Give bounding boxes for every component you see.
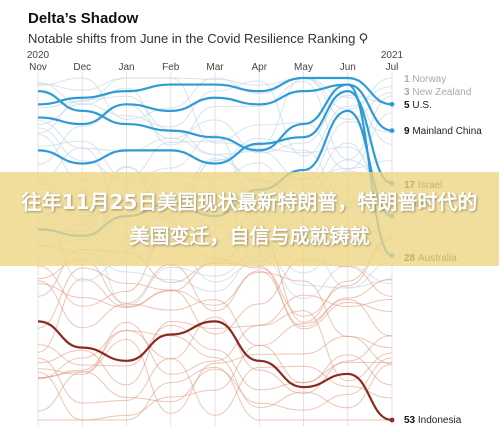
end-label-rank: 1 — [404, 74, 412, 85]
end-label-name: U.S. — [412, 100, 431, 111]
background-line — [37, 294, 393, 375]
end-label-name: Norway — [412, 74, 446, 85]
background-line — [37, 77, 393, 120]
series-end-point — [389, 101, 395, 107]
background-line — [37, 120, 393, 208]
end-label-rank: 9 — [404, 126, 412, 137]
year-label: 2021 — [381, 50, 404, 61]
end-label: 9 Mainland China — [404, 126, 482, 137]
month-label: Jan — [118, 62, 134, 73]
end-label: 53 Indonesia — [404, 415, 462, 426]
month-label: Jun — [340, 62, 356, 73]
background-line — [37, 94, 393, 165]
series-line-u-s- — [37, 76, 393, 106]
background-line — [37, 77, 393, 147]
background-line — [37, 357, 393, 416]
end-label-rank: 5 — [404, 100, 412, 111]
end-label-name: Mainland China — [412, 126, 482, 137]
background-line — [37, 344, 393, 421]
month-label: Feb — [162, 62, 180, 73]
month-label: Apr — [251, 62, 267, 73]
end-label-rank: 3 — [404, 87, 412, 98]
end-label-name: New Zealand — [412, 87, 471, 98]
background-line — [37, 80, 393, 157]
background-line — [37, 335, 393, 414]
series-line-israel — [37, 90, 393, 185]
series-line-australia — [37, 83, 393, 257]
chart-subtitle: Notable shifts from June in the Covid Re… — [28, 31, 368, 46]
year-label: 2020 — [27, 50, 50, 61]
background-line — [37, 316, 393, 394]
chart-subtitle-text: Notable shifts from June in the Covid Re… — [28, 31, 356, 46]
month-label: Mar — [206, 62, 224, 73]
month-label: Dec — [73, 62, 91, 73]
end-label-rank: 53 — [404, 415, 418, 426]
pin-icon — [359, 33, 368, 44]
background-line — [37, 357, 393, 411]
chart-header: Delta’s Shadow Notable shifts from June … — [28, 10, 368, 46]
end-label: 3 New Zealand — [404, 87, 471, 98]
month-label: Nov — [29, 62, 47, 73]
series-line-mainland-china — [37, 83, 393, 152]
background-line — [37, 80, 393, 160]
series-end-point — [389, 128, 395, 134]
end-label: 5 U.S. — [404, 100, 432, 111]
banner-headline: 往年11月25日美国现状最新特朗普，特朗普时代的美国变迁，自信与成就铸就 — [21, 190, 478, 248]
background-line — [37, 271, 393, 353]
background-line — [37, 310, 393, 386]
month-label: Jul — [386, 62, 399, 73]
end-label: 1 Norway — [404, 74, 446, 85]
series-line-indonesia — [37, 320, 393, 422]
chart-title: Delta’s Shadow — [28, 10, 139, 27]
month-label: May — [294, 62, 313, 73]
end-label-name: Indonesia — [418, 415, 462, 426]
background-line — [37, 366, 392, 421]
series-end-point — [389, 417, 395, 423]
overlay-banner: 往年11月25日美国现状最新特朗普，特朗普时代的美国变迁，自信与成就铸就 — [0, 172, 499, 266]
background-line — [37, 330, 393, 409]
